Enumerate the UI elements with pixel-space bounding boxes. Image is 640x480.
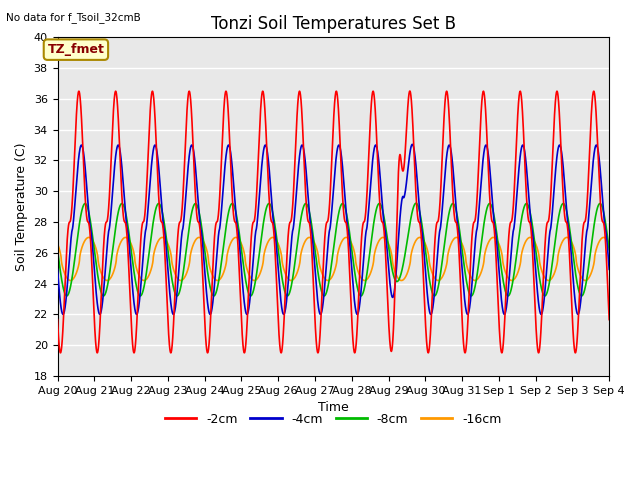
-2cm: [427, 327, 435, 333]
-8cm: [412, 200, 420, 206]
Line: -16cm: -16cm: [58, 238, 609, 280]
-2cm: [93, 350, 101, 356]
-8cm: [605, 243, 612, 249]
-16cm: [313, 246, 321, 252]
-2cm: [54, 317, 61, 323]
-4cm: [605, 266, 613, 272]
-2cm: [605, 306, 612, 312]
-16cm: [457, 239, 465, 244]
X-axis label: Time: Time: [318, 401, 349, 414]
Line: -2cm: -2cm: [58, 91, 609, 353]
-16cm: [605, 240, 612, 246]
-8cm: [488, 206, 496, 212]
Y-axis label: Soil Temperature (C): Soil Temperature (C): [15, 143, 28, 271]
-2cm: [605, 317, 613, 323]
-4cm: [605, 260, 612, 265]
-4cm: [408, 142, 416, 147]
-4cm: [427, 312, 435, 317]
-2cm: [458, 297, 465, 302]
-2cm: [153, 153, 161, 159]
-16cm: [54, 241, 61, 247]
-8cm: [313, 261, 321, 267]
-16cm: [605, 241, 613, 247]
-16cm: [153, 241, 161, 247]
-4cm: [170, 312, 177, 317]
-4cm: [153, 147, 161, 153]
Line: -8cm: -8cm: [58, 203, 609, 296]
-16cm: [508, 277, 516, 283]
-2cm: [488, 219, 496, 225]
-16cm: [490, 235, 497, 240]
-8cm: [458, 240, 465, 245]
-4cm: [458, 254, 465, 260]
-8cm: [54, 247, 61, 252]
Legend: -2cm, -4cm, -8cm, -16cm: -2cm, -4cm, -8cm, -16cm: [160, 408, 507, 431]
-2cm: [313, 345, 321, 351]
-8cm: [153, 203, 161, 209]
Text: No data for f_Tsoil_32cmB: No data for f_Tsoil_32cmB: [6, 12, 141, 23]
-8cm: [427, 283, 435, 289]
-4cm: [54, 266, 61, 272]
Line: -4cm: -4cm: [58, 144, 609, 314]
-8cm: [605, 247, 613, 252]
-8cm: [63, 293, 70, 299]
-16cm: [488, 235, 496, 240]
Title: Tonzi Soil Temperatures Set B: Tonzi Soil Temperatures Set B: [211, 15, 456, 33]
-16cm: [426, 264, 434, 270]
-4cm: [313, 289, 321, 295]
-2cm: [406, 88, 413, 94]
Text: TZ_fmet: TZ_fmet: [47, 43, 104, 56]
-4cm: [488, 200, 496, 205]
